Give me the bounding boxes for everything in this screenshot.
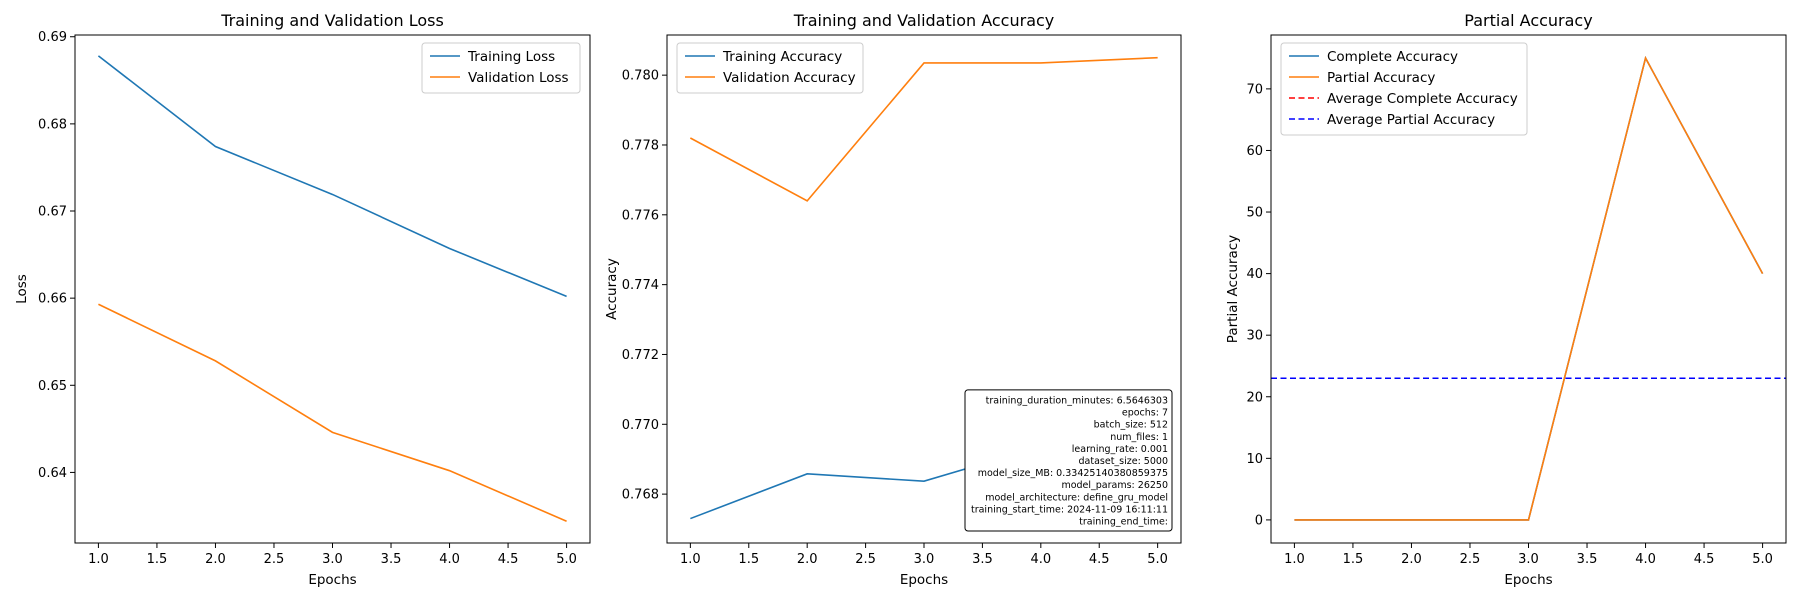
x-tick-label: 1.0 — [680, 552, 701, 567]
x-tick-label: 2.0 — [1401, 552, 1422, 567]
metadata-line: model_params: 26250 — [1061, 480, 1168, 491]
metadata-line: epochs: 7 — [1122, 408, 1168, 419]
x-tick-label: 4.5 — [1089, 552, 1110, 567]
x-tick-label: 4.0 — [439, 552, 460, 567]
x-tick-label: 3.0 — [322, 552, 343, 567]
y-tick-label: 0.774 — [622, 278, 659, 293]
metadata-line: model_size_MB: 0.33425140380859375 — [978, 468, 1168, 479]
legend-label: Validation Loss — [468, 70, 569, 86]
x-tick-label: 2.0 — [797, 552, 818, 567]
x-tick-label: 2.5 — [1460, 552, 1481, 567]
x-tick-label: 4.5 — [498, 552, 519, 567]
x-tick-label: 5.0 — [1147, 552, 1168, 567]
x-tick-label: 3.5 — [381, 552, 402, 567]
legend: Complete Accuracy Partial Accuracy Average… — [1280, 42, 1528, 136]
y-tick-label: 0 — [1255, 513, 1263, 528]
x-tick-label: 2.5 — [264, 552, 285, 567]
y-tick-label: 0.65 — [38, 379, 67, 394]
y-tick-label: 0.66 — [38, 292, 67, 307]
chart-panel-2: Training and Validation Accuracy 1.0 1.5 2.… — [604, 11, 1182, 588]
y-tick-label: 70 — [1246, 82, 1263, 97]
y-tick-label: 20 — [1246, 390, 1263, 405]
y-axis-label: Partial Accuracy — [1225, 235, 1241, 343]
legend-label: Partial Accuracy — [1327, 70, 1435, 86]
legend-label: Average Complete Accuracy — [1327, 91, 1518, 107]
legend-label: Training Loss — [467, 49, 555, 65]
chart-title: Training and Validation Accuracy — [793, 11, 1055, 30]
legend-label: Complete Accuracy — [1327, 49, 1458, 65]
metadata-line: training_start_time: 2024-11-09 16:11:11 — [971, 504, 1168, 515]
axes-frame — [74, 34, 591, 544]
y-tick-label: 0.64 — [38, 466, 67, 481]
x-tick-label: 1.5 — [1343, 552, 1364, 567]
x-axis-label: Epochs — [308, 572, 356, 588]
x-tick-label: 4.0 — [1635, 552, 1656, 567]
x-tick-label: 1.0 — [88, 552, 109, 567]
x-axis-label: Epochs — [900, 572, 948, 588]
legend-label: Average Partial Accuracy — [1327, 112, 1495, 128]
x-axis-label: Epochs — [1504, 572, 1552, 588]
series-line-1 — [1294, 55, 1764, 521]
metadata-line: batch_size: 512 — [1094, 420, 1168, 431]
metadata-line: dataset_size: 5000 — [1079, 456, 1169, 467]
x-tick-label: 2.5 — [855, 552, 876, 567]
chart-title: Training and Validation Loss — [220, 11, 444, 30]
x-tick-label: 4.0 — [1030, 552, 1051, 567]
legend-label: Validation Accuracy — [723, 70, 856, 86]
metadata-line: training_end_time: — [1079, 517, 1168, 528]
metadata-box: training_duration_minutes: 6.5646303epoc… — [964, 389, 1173, 532]
x-tick-label: 1.5 — [147, 552, 168, 567]
y-tick-label: 0.780 — [622, 69, 659, 84]
y-tick-label: 0.772 — [622, 348, 659, 363]
y-tick-label: 0.776 — [622, 208, 659, 223]
chart-panel-3: Partial Accuracy 1.0 1.5 2.0 2.5 3.0 3.5 4.0 4.5… — [1225, 11, 1787, 588]
y-tick-label: 30 — [1246, 329, 1263, 344]
x-tick-label: 5.0 — [1752, 552, 1773, 567]
x-tick-label: 3.0 — [914, 552, 935, 567]
axes-frame — [1270, 34, 1787, 544]
series-line-1 — [689, 56, 1158, 202]
y-tick-label: 0.768 — [622, 488, 659, 503]
x-tick-label: 5.0 — [556, 552, 577, 567]
x-tick-label: 2.0 — [205, 552, 226, 567]
y-tick-label: 0.778 — [622, 138, 659, 153]
y-tick-label: 40 — [1246, 267, 1263, 282]
y-axis-label: Accuracy — [604, 258, 620, 320]
y-tick-label: 60 — [1246, 144, 1263, 159]
y-tick-label: 0.69 — [38, 30, 67, 45]
metadata-line: training_duration_minutes: 6.5646303 — [986, 396, 1168, 407]
x-tick-label: 3.5 — [1577, 552, 1598, 567]
y-tick-label: 10 — [1246, 452, 1263, 467]
x-tick-label: 1.0 — [1284, 552, 1305, 567]
y-tick-label: 0.68 — [38, 117, 67, 132]
chart-panel-1: Training and Validation Loss 1.0 1.5 2.0 2.5… — [14, 11, 591, 588]
legend-label: Training Accuracy — [722, 49, 842, 65]
y-tick-label: 0.67 — [38, 205, 67, 220]
metadata-line: num_files: 1 — [1110, 432, 1168, 443]
axes-frame — [666, 34, 1182, 544]
metadata-line: learning_rate: 0.001 — [1072, 444, 1168, 455]
legend: Training Accuracy Validation Accuracy — [676, 42, 864, 94]
legend-frame — [421, 42, 581, 94]
x-tick-label: 4.5 — [1694, 552, 1715, 567]
x-tick-label: 1.5 — [738, 552, 759, 567]
x-tick-label: 3.0 — [1518, 552, 1539, 567]
legend-frame — [676, 42, 864, 94]
legend-frame — [1280, 42, 1528, 136]
chart-title: Partial Accuracy — [1464, 11, 1592, 30]
y-tick-label: 50 — [1246, 206, 1263, 221]
y-tick-label: 0.770 — [622, 418, 659, 433]
metadata-line: model_architecture: define_gru_model — [985, 492, 1168, 503]
metadata-box-frame — [964, 389, 1173, 532]
legend: Training Loss Validation Loss — [421, 42, 581, 94]
series-line-0 — [97, 55, 567, 298]
x-tick-label: 3.5 — [972, 552, 993, 567]
y-axis-label: Loss — [14, 274, 30, 304]
series-line-1 — [98, 303, 567, 522]
